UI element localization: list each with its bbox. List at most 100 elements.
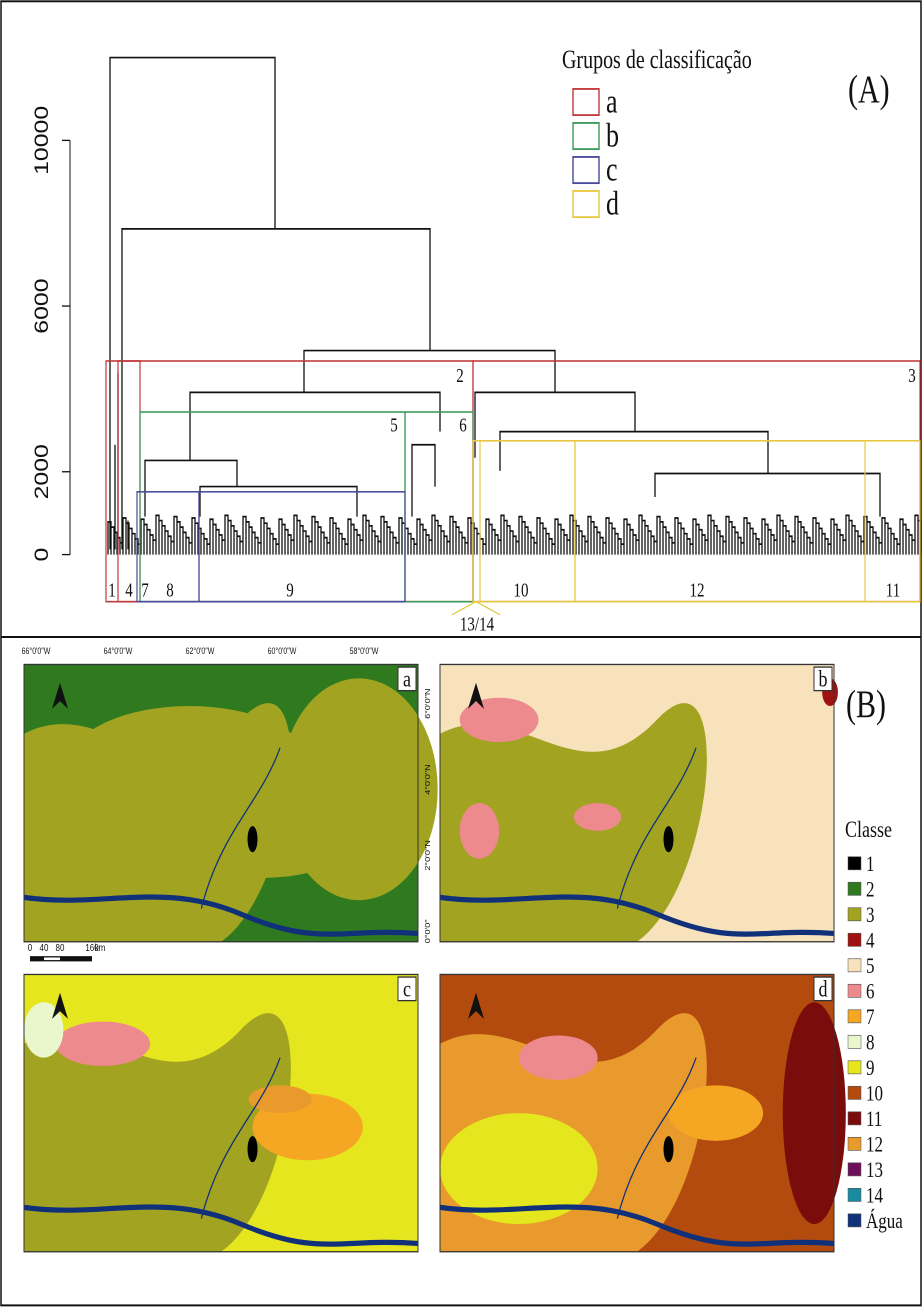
group-box [574, 440, 866, 603]
legend-label: Água [866, 1209, 903, 1234]
legend-swatch [847, 983, 862, 998]
river [439, 894, 835, 937]
legend-label: a [606, 82, 618, 120]
river [439, 1204, 835, 1247]
legend-title: Grupos de classificação [562, 46, 752, 75]
lon-tick: 58°0'0"W [350, 646, 379, 656]
legend-label: 14 [866, 1184, 883, 1209]
map-tag: a [403, 665, 411, 692]
legend-swatch [847, 1136, 862, 1151]
legend-swatch [572, 156, 600, 185]
cluster-label: 9 [286, 578, 294, 600]
scale-bar [30, 956, 92, 962]
group-box [198, 491, 406, 603]
group-label: 2 [456, 364, 464, 386]
legend-label: b [606, 116, 619, 154]
map: a [23, 663, 438, 943]
legend-label: c [606, 150, 618, 188]
cluster-label: 12 [690, 578, 705, 600]
panel-label: (B) [846, 682, 886, 726]
river [200, 747, 281, 909]
map-border [23, 973, 419, 1253]
cluster-label: 4 [125, 578, 133, 600]
map-region [668, 1085, 764, 1141]
lake [247, 1136, 258, 1163]
lon-tick: 60°0'0"W [268, 646, 297, 656]
group-boxes [105, 360, 921, 616]
panel-label: (A) [848, 67, 890, 111]
map-tag: c [403, 975, 411, 1002]
lake [663, 826, 674, 853]
river [200, 1057, 281, 1219]
map-region [71, 706, 308, 817]
map-region [518, 1035, 598, 1080]
map-tag: d [819, 975, 828, 1002]
legend-label: 10 [866, 1082, 883, 1107]
map-region [573, 803, 622, 831]
map-region [55, 1021, 151, 1066]
y-tick-label: 6000 [31, 278, 52, 333]
legend-label: 1 [866, 852, 874, 877]
north-arrow [468, 992, 484, 1019]
lon-tick: 64°0'0"W [104, 646, 133, 656]
legend-swatch [847, 1034, 862, 1049]
map-tag-box [397, 976, 417, 1002]
lat-tick: 0°0'0" [424, 919, 432, 943]
map: b [439, 663, 838, 943]
lake [663, 1136, 674, 1163]
cluster-label: 7 [141, 578, 149, 600]
cluster-label: 1 [108, 578, 116, 600]
legend-swatch [572, 122, 600, 151]
lake [247, 826, 258, 853]
map-region [459, 803, 500, 859]
legend-swatch [847, 907, 862, 922]
cluster-label: 11 [886, 578, 900, 600]
lat-tick: 4°0'0"N [424, 764, 432, 795]
map-region [24, 1013, 291, 1252]
legend-swatch [847, 1085, 862, 1100]
map-region [248, 1085, 312, 1114]
legend-swatch [847, 1111, 862, 1126]
legend-label: 4 [866, 929, 875, 954]
legend-title: Classe [845, 816, 892, 843]
group-label: 6 [459, 414, 467, 436]
legend-swatch [847, 1162, 862, 1177]
legend-swatch [572, 88, 600, 117]
legend-swatch [847, 1060, 862, 1075]
map: d [439, 973, 846, 1253]
y-tick-label: 10000 [31, 106, 52, 175]
legend-label: 12 [866, 1133, 883, 1158]
legend-label: 8 [866, 1031, 875, 1056]
cluster-label: 8 [166, 578, 174, 600]
river [23, 894, 419, 937]
map-region [83, 858, 202, 915]
north-arrow [468, 682, 484, 709]
north-arrow [52, 682, 68, 709]
map-region [280, 678, 438, 901]
river [616, 747, 697, 909]
map-region [440, 1113, 598, 1225]
map-region [782, 1002, 846, 1225]
map-region [459, 697, 539, 743]
legend-swatch [847, 1187, 862, 1202]
group-label: 3 [908, 364, 916, 386]
legend-swatch [847, 1213, 862, 1228]
legend-label: 9 [866, 1056, 875, 1081]
box-pointer [451, 600, 501, 616]
scale-label: 160 [85, 942, 98, 953]
legend-label: 13 [866, 1158, 883, 1183]
legend-swatch [847, 856, 862, 871]
cluster-label: 13/14 [460, 612, 494, 634]
legend-label: 5 [866, 954, 875, 979]
scale-label: 80 [56, 942, 65, 953]
legend-swatch [847, 881, 862, 896]
lon-tick: 62°0'0"W [186, 646, 215, 656]
north-arrow [52, 992, 68, 1019]
river [23, 1204, 419, 1247]
y-tick-label: 0 [31, 548, 52, 562]
y-tick-label: 2000 [31, 444, 52, 499]
legend-label: 2 [866, 878, 874, 903]
legend-swatch [847, 932, 862, 947]
river [616, 1057, 697, 1219]
map-tag-box [813, 666, 833, 692]
